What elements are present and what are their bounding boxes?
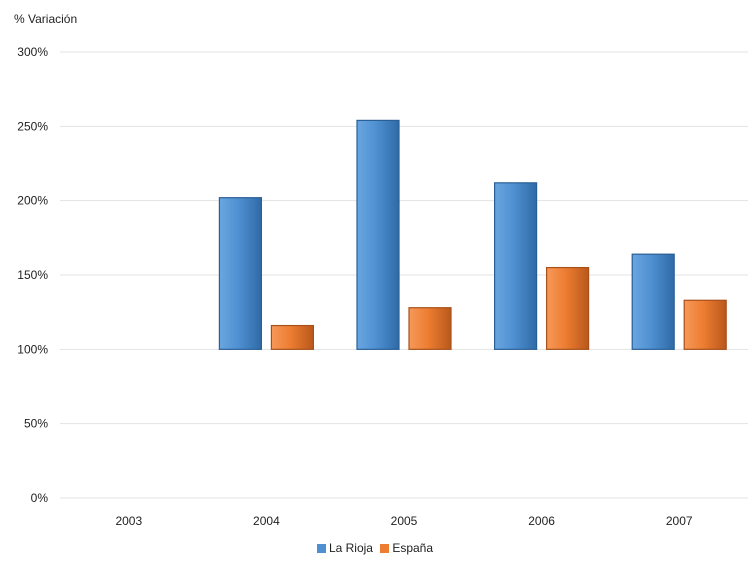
x-tick-label: 2006 xyxy=(528,514,555,528)
bar-la-rioja-2006 xyxy=(494,182,538,350)
y-axis-ticks: 0% 50% 100% 150% 200% 250% 300% xyxy=(17,45,48,505)
x-tick-label: 2004 xyxy=(253,514,280,528)
bar-la-rioja-2007 xyxy=(631,253,675,350)
legend-label-espana: España xyxy=(392,541,434,555)
y-tick-label: 50% xyxy=(24,417,48,431)
bar-espana-2004 xyxy=(270,324,314,350)
legend-swatch-espana xyxy=(380,543,390,553)
bar-la-rioja-2004 xyxy=(218,197,262,350)
y-axis-title: % Variación xyxy=(14,12,78,26)
y-tick-label: 0% xyxy=(31,491,49,505)
bar-espana-2007 xyxy=(683,299,727,350)
y-tick-label: 150% xyxy=(17,268,48,282)
bars xyxy=(218,119,727,350)
bar-espana-2006 xyxy=(545,266,590,350)
legend-item-la-rioja: La Rioja xyxy=(316,541,373,555)
legend-swatch-la-rioja xyxy=(316,543,326,553)
y-tick-label: 200% xyxy=(17,194,48,208)
legend-item-espana: España xyxy=(380,541,433,555)
y-tick-label: 300% xyxy=(17,45,48,59)
bar-la-rioja-2005 xyxy=(356,119,400,350)
x-tick-label: 2003 xyxy=(115,514,142,528)
legend: La Rioja España xyxy=(0,541,750,556)
x-tick-label: 2005 xyxy=(391,514,418,528)
y-tick-label: 250% xyxy=(17,119,48,133)
bar-espana-2005 xyxy=(408,307,452,350)
y-tick-label: 100% xyxy=(17,342,48,356)
x-tick-label: 2007 xyxy=(666,514,693,528)
x-axis-ticks: 2003 2004 2005 2006 2007 xyxy=(115,514,692,528)
legend-label-la-rioja: La Rioja xyxy=(328,541,373,555)
